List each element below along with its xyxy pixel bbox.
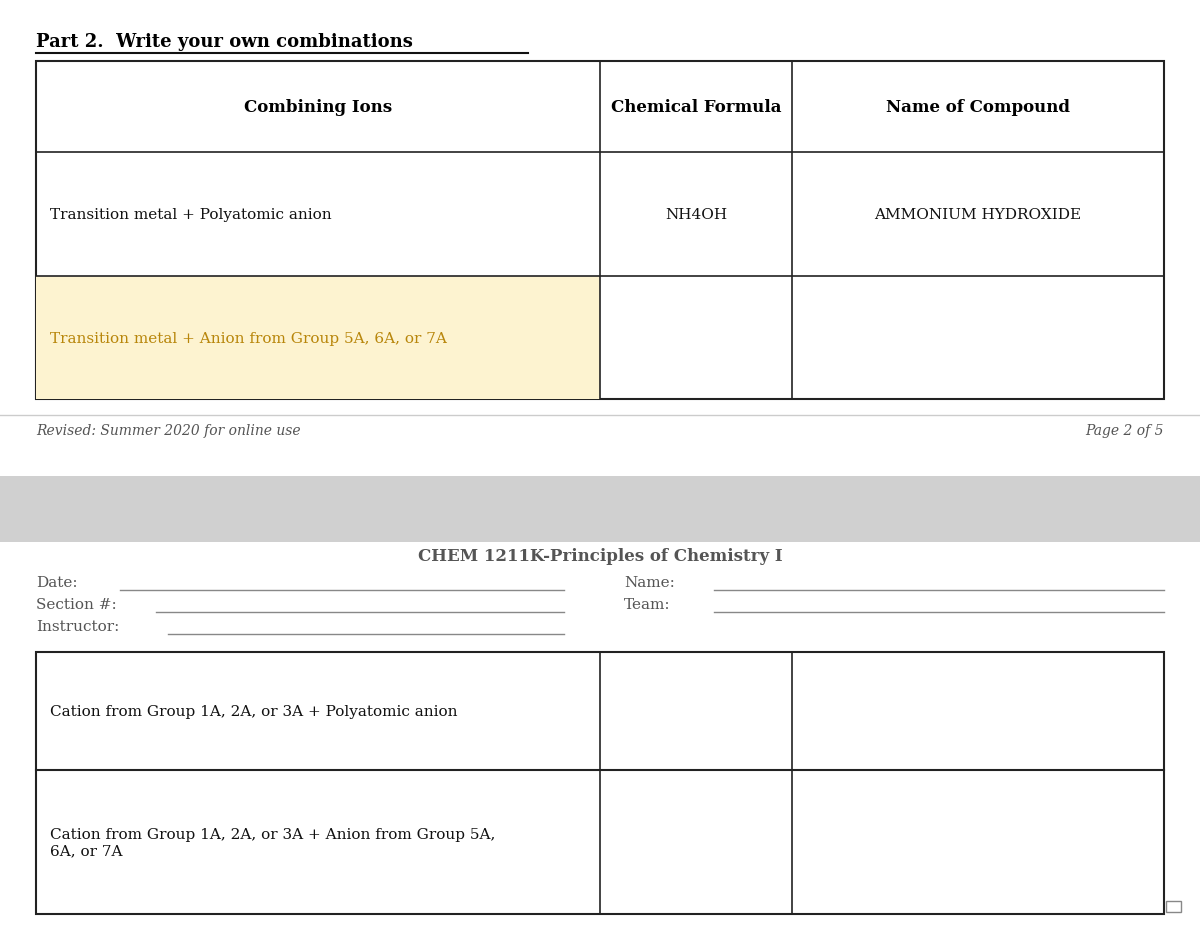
Bar (36, 276, 600, 400)
Text: Transition metal + Anion from Group 5A, 6A, or 7A: Transition metal + Anion from Group 5A, … (50, 331, 448, 346)
Bar (0, 476, 1200, 543)
Text: Name:: Name: (624, 576, 674, 589)
Bar (36, 652, 1164, 914)
Text: Date:: Date: (36, 576, 78, 589)
Text: Revised: Summer 2020 for online use: Revised: Summer 2020 for online use (36, 424, 301, 438)
Bar (36, 62, 1164, 400)
Text: Part 2.  Write your own combinations: Part 2. Write your own combinations (36, 33, 413, 51)
Text: Section #:: Section #: (36, 598, 116, 611)
Text: NH4OH: NH4OH (665, 208, 727, 222)
Text: AMMONIUM HYDROXIDE: AMMONIUM HYDROXIDE (875, 208, 1081, 222)
Text: Combining Ions: Combining Ions (244, 99, 392, 116)
Text: Cation from Group 1A, 2A, or 3A + Polyatomic anion: Cation from Group 1A, 2A, or 3A + Polyat… (50, 704, 458, 718)
Text: Name of Compound: Name of Compound (886, 99, 1070, 116)
Text: Chemical Formula: Chemical Formula (611, 99, 781, 116)
Text: Page 2 of 5: Page 2 of 5 (1086, 424, 1164, 438)
Text: Cation from Group 1A, 2A, or 3A + Anion from Group 5A,
6A, or 7A: Cation from Group 1A, 2A, or 3A + Anion … (50, 827, 496, 857)
Text: Instructor:: Instructor: (36, 620, 119, 633)
Text: CHEM 1211K-Principles of Chemistry I: CHEM 1211K-Principles of Chemistry I (418, 547, 782, 565)
Text: Transition metal + Polyatomic anion: Transition metal + Polyatomic anion (50, 208, 332, 222)
Text: Team:: Team: (624, 598, 671, 611)
Bar (1166, 901, 1181, 912)
